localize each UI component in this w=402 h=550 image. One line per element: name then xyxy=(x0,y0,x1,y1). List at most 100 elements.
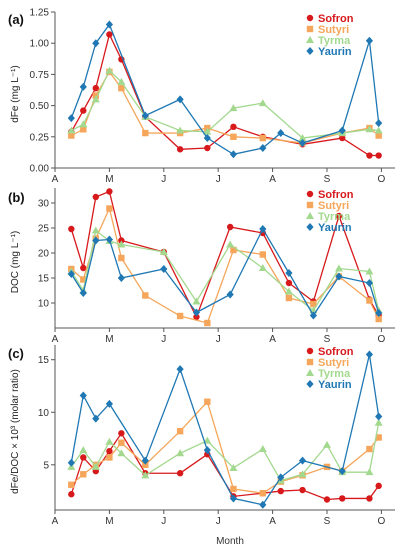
y-tick-label: 20 xyxy=(38,249,50,260)
data-point xyxy=(323,496,331,503)
data-point xyxy=(259,500,267,509)
series-yaurin xyxy=(67,350,383,509)
data-point xyxy=(118,84,125,92)
data-point xyxy=(92,236,100,245)
data-point xyxy=(366,445,373,453)
x-tick-label: A xyxy=(52,516,59,527)
data-point xyxy=(306,190,314,198)
data-point xyxy=(79,82,87,91)
series-yaurin xyxy=(67,225,383,320)
data-point xyxy=(117,240,126,248)
data-point xyxy=(298,456,307,465)
series-line xyxy=(70,32,379,157)
data-point xyxy=(258,445,267,453)
data-point xyxy=(375,482,382,490)
data-point xyxy=(142,292,149,299)
x-tick-label: M xyxy=(105,174,113,185)
data-point xyxy=(309,311,317,320)
data-point xyxy=(176,312,184,320)
data-point xyxy=(306,14,314,22)
legend-label: Sutyri xyxy=(318,24,349,36)
panel-c: 5 10 15 A M J J A S O (c) dFe/DOC × 10³ (molar rati… xyxy=(8,345,395,527)
data-point xyxy=(118,439,125,446)
x-tick-label: S xyxy=(324,174,331,185)
data-point xyxy=(105,399,113,408)
panel-label: (a) xyxy=(8,12,24,27)
data-point xyxy=(176,146,184,153)
data-point xyxy=(259,134,267,142)
x-tick-label: A xyxy=(269,334,276,345)
data-point xyxy=(339,134,346,142)
data-point xyxy=(306,36,314,43)
x-tick-label: A xyxy=(52,174,59,185)
data-point xyxy=(68,491,75,498)
data-point xyxy=(306,25,314,33)
data-point xyxy=(229,150,238,159)
data-point xyxy=(117,77,126,85)
data-point xyxy=(105,20,113,29)
data-point xyxy=(67,126,76,134)
series-line xyxy=(70,432,380,501)
data-point xyxy=(375,309,383,317)
x-tick-label: O xyxy=(378,334,386,345)
data-point xyxy=(141,471,150,479)
data-point xyxy=(306,223,314,231)
data-point xyxy=(310,300,317,308)
data-point xyxy=(176,126,185,134)
y-tick-label: 0.00 xyxy=(30,164,50,175)
data-point xyxy=(277,473,285,482)
data-point xyxy=(339,495,346,502)
data-point xyxy=(117,274,125,282)
data-point xyxy=(306,212,314,219)
data-point xyxy=(142,129,149,137)
x-tick-label: O xyxy=(378,174,386,185)
data-point xyxy=(366,152,373,159)
legend-label: Sofron xyxy=(318,13,354,25)
data-point xyxy=(91,95,100,103)
data-point xyxy=(192,297,201,305)
series-line xyxy=(70,422,380,482)
panel-a: 0.00 0.25 0.50 0.75 1.00 1.25 A M J J A S O (a) dFe (m… xyxy=(8,8,395,185)
data-point xyxy=(204,144,211,152)
data-point xyxy=(365,125,374,133)
data-point xyxy=(229,494,238,503)
legend-label: Sofron xyxy=(318,189,354,201)
data-point xyxy=(79,120,88,128)
y-tick-label: 0.75 xyxy=(30,70,50,81)
data-point xyxy=(79,391,87,400)
x-tick-label: J xyxy=(216,334,221,345)
data-point xyxy=(80,454,87,461)
data-point xyxy=(80,107,87,114)
x-tick-label: J xyxy=(216,174,221,185)
data-point xyxy=(80,276,87,283)
data-point xyxy=(203,436,212,444)
data-point xyxy=(323,440,331,448)
data-point xyxy=(230,246,237,254)
data-point xyxy=(68,225,75,233)
data-point xyxy=(334,264,343,272)
y-axis-title: dFe (mg L⁻¹) xyxy=(10,65,21,123)
data-point xyxy=(203,127,212,135)
y-tick-label: 10 xyxy=(38,408,50,419)
x-tick-label: J xyxy=(216,516,221,527)
x-tick-label: J xyxy=(161,174,166,185)
data-point xyxy=(106,31,113,38)
series-sofron xyxy=(68,430,382,503)
data-point xyxy=(366,495,373,502)
data-point xyxy=(176,95,184,104)
data-point xyxy=(192,308,201,317)
data-point xyxy=(204,319,211,327)
data-point xyxy=(67,458,75,467)
data-point xyxy=(335,272,343,281)
data-point xyxy=(258,264,267,271)
data-point xyxy=(160,265,168,273)
data-point xyxy=(226,240,235,248)
x-tick-label: J xyxy=(161,334,166,345)
data-point xyxy=(258,99,267,107)
data-point xyxy=(204,398,211,405)
data-point xyxy=(375,315,382,323)
y-tick-label: 15 xyxy=(38,274,50,285)
y-tick-label: 15 xyxy=(38,355,50,366)
data-point xyxy=(259,489,267,497)
